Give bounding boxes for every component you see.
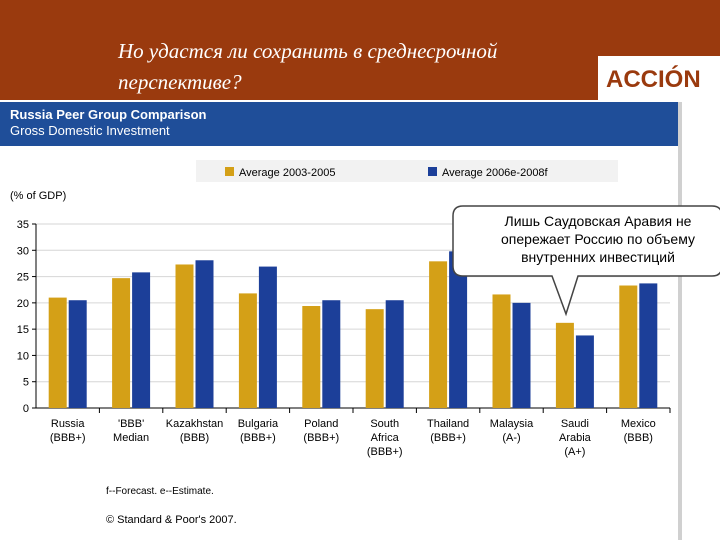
x-tick-label: Bulgaria (238, 418, 279, 430)
bar-series1 (112, 278, 131, 408)
logo-text: ACCIÓN (606, 66, 701, 93)
x-tick-label: Mexico (621, 418, 656, 430)
bar-series1 (492, 294, 511, 408)
x-tick-label: (A-) (502, 432, 520, 444)
bar-series1 (175, 264, 194, 408)
x-tick-label: Africa (371, 432, 400, 444)
bar-series2 (575, 335, 594, 408)
legend-label-series2: Average 2006e-2008f (442, 167, 549, 179)
bar-series1 (429, 261, 448, 408)
bar-series1 (302, 306, 321, 408)
logo: ACCIÓN (598, 56, 720, 100)
x-tick-label: (BBB+) (430, 432, 466, 444)
y-tick-label: 35 (17, 219, 29, 231)
bar-series1 (238, 293, 257, 408)
x-tick-label: Arabia (559, 432, 592, 444)
bar-series2 (258, 266, 277, 408)
bar-series1 (48, 297, 67, 408)
chart-header (0, 102, 678, 146)
bar-series2 (449, 251, 468, 408)
bar-series2 (68, 300, 87, 408)
y-tick-label: 0 (23, 403, 29, 415)
x-tick-label: (BBB) (180, 432, 209, 444)
callout-text: опережает Россию по объему (501, 231, 695, 247)
x-tick-label: Saudi (561, 418, 589, 430)
legend-label-series1: Average 2003-2005 (239, 167, 335, 179)
x-tick-label: Kazakhstan (166, 418, 223, 430)
footnote-forecast: f--Forecast. e--Estimate. (106, 486, 214, 497)
bar-series1 (365, 309, 384, 408)
footnote-copyright: © Standard & Poor's 2007. (106, 514, 237, 526)
x-tick-label: Median (113, 432, 149, 444)
x-tick-label: Malaysia (490, 418, 534, 430)
callout-text: внутренних инвестиций (521, 249, 675, 265)
bar-series2 (639, 283, 658, 408)
legend-box (196, 160, 618, 182)
x-tick-label: 'BBB' (118, 418, 144, 430)
slide-title-line1: Но удастся ли сохранить в среднесрочной (118, 39, 498, 63)
chart-title: Russia Peer Group Comparison (10, 107, 207, 122)
x-tick-label: (BBB+) (367, 446, 403, 458)
x-tick-label: Russia (51, 418, 86, 430)
x-tick-label: Poland (304, 418, 338, 430)
y-tick-label: 15 (17, 324, 29, 336)
callout-bubble (452, 205, 720, 317)
x-tick-label: Thailand (427, 418, 469, 430)
x-tick-label: (BBB+) (50, 432, 86, 444)
y-tick-label: 20 (17, 298, 29, 310)
callout-text: Лишь Саудовская Аравия не (505, 213, 692, 229)
chart-subtitle: Gross Domestic Investment (10, 123, 170, 138)
bar-series2 (132, 272, 151, 408)
y-tick-label: 5 (23, 377, 29, 389)
slide-title-line2: перспективе? (118, 70, 242, 94)
bar-series2 (195, 260, 214, 408)
y-tick-label: 25 (17, 272, 29, 284)
x-tick-label: (A+) (564, 446, 585, 458)
bar-series1 (619, 285, 638, 408)
right-divider (678, 102, 682, 540)
legend-swatch-series1 (225, 167, 234, 176)
bar-series1 (555, 322, 574, 408)
bar-series2 (322, 300, 341, 408)
legend-swatch-series2 (428, 167, 437, 176)
y-tick-label: 30 (17, 245, 29, 257)
x-tick-label: (BBB+) (303, 432, 339, 444)
y-tick-label: 10 (17, 350, 29, 362)
y-axis-label: (% of GDP) (10, 190, 66, 202)
x-tick-label: (BBB+) (240, 432, 276, 444)
slide-title: Но удастся ли сохранить в среднесрочной … (118, 36, 598, 98)
bar-series2 (385, 300, 404, 408)
x-tick-label: South (370, 418, 399, 430)
x-tick-label: (BBB) (624, 432, 653, 444)
bar-series2 (512, 302, 531, 408)
